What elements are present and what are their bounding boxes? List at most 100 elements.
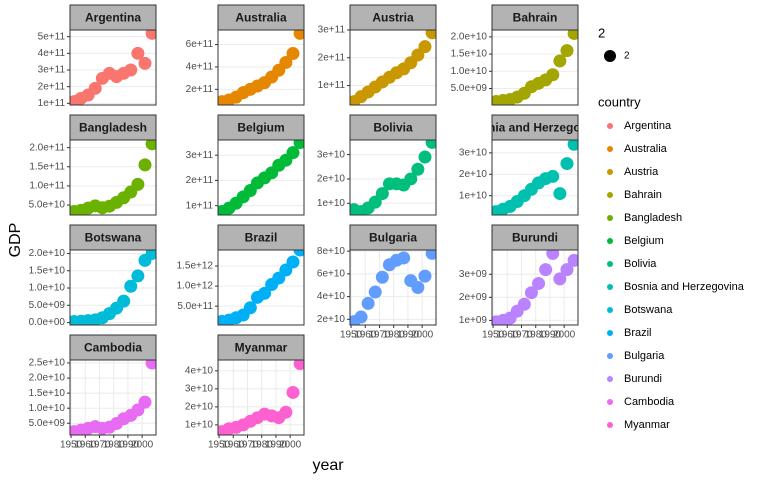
legend-label: Botswana — [624, 304, 673, 316]
x-tick-label: 1970 — [236, 440, 259, 451]
x-tick-label: 1990 — [539, 330, 562, 341]
strip — [69, 4, 157, 31]
strip-title: Cambodia — [84, 341, 142, 355]
x-tick-label: 1970 — [510, 330, 533, 341]
strip-title: Bosnia and Herzegovina — [465, 121, 605, 135]
y-tick-label: 4e+11 — [186, 62, 214, 73]
y-tick-label: 3e+10 — [317, 149, 346, 160]
y-tick-label: 3e+11 — [318, 25, 346, 36]
point — [553, 272, 567, 286]
panel-border — [69, 139, 157, 216]
point — [293, 360, 304, 371]
y-tick-label: 2.0e+10 — [29, 373, 66, 384]
panel-border — [69, 29, 157, 106]
legend-title: country — [598, 94, 641, 109]
legend-key — [607, 353, 613, 359]
y-tick-label: 2.0e+10 — [29, 248, 66, 259]
x-tick-label: 1990 — [117, 440, 140, 451]
legend-label: Australia — [624, 143, 668, 155]
x-tick-label: 1960 — [354, 330, 377, 341]
x-tick-label: 1990 — [265, 440, 288, 451]
point — [560, 157, 574, 171]
strip — [349, 114, 437, 141]
strip-title: Burundi — [512, 231, 558, 245]
point — [286, 47, 300, 61]
legend-label: Bolivia — [624, 258, 657, 270]
y-tick-label: 1.0e+10 — [29, 403, 66, 414]
point — [404, 172, 418, 186]
y-tick-label: 2e+11 — [38, 81, 66, 92]
strip — [217, 4, 305, 31]
x-tick-label: 1950 — [60, 440, 83, 451]
y-tick-label: 5.0e+10 — [29, 200, 66, 211]
legend-key — [607, 169, 613, 175]
y-tick-label: 2.0e+10 — [451, 32, 488, 43]
size-legend-title: 2 — [598, 25, 605, 40]
point — [532, 276, 546, 290]
legend-key — [607, 284, 613, 290]
legend-label: Belgium — [624, 235, 664, 247]
point — [546, 169, 560, 183]
point — [368, 195, 382, 209]
x-tick-label: 2000 — [411, 330, 434, 341]
y-tick-label: 1.5e+11 — [29, 161, 65, 172]
y-tick-label: 1.0e+11 — [29, 181, 65, 192]
point — [539, 263, 553, 277]
x-tick-label: 2000 — [131, 440, 154, 451]
point — [145, 250, 156, 260]
y-tick-label: 2e+10 — [185, 402, 214, 413]
point — [553, 187, 567, 201]
y-tick-label: 5.0e+09 — [451, 83, 488, 94]
y-tick-label: 3e+09 — [459, 269, 488, 280]
strip-title: Brazil — [245, 231, 278, 245]
point — [117, 294, 131, 308]
y-tick-label: 2.5e+10 — [29, 358, 66, 369]
strip-title: Bangladesh — [79, 121, 147, 135]
y-tick-label: 5.0e+09 — [29, 418, 66, 429]
x-tick-label: 2000 — [553, 330, 576, 341]
y-tick-label: 4e+11 — [38, 48, 66, 59]
strip-title: Argentina — [85, 11, 141, 25]
y-tick-label: 1e+10 — [459, 190, 488, 201]
y-tick-label: 1e+11 — [186, 200, 214, 211]
legend-label: Burundi — [624, 373, 662, 385]
x-tick-label: 1980 — [103, 440, 126, 451]
y-tick-label: 1.5e+10 — [29, 265, 66, 276]
x-tick-label: 1970 — [368, 330, 391, 341]
point — [361, 296, 375, 310]
panel-border — [491, 249, 579, 326]
panel-border — [217, 29, 305, 106]
x-axis-title: year — [312, 457, 344, 474]
panel-border — [349, 249, 437, 326]
strip-title: Bahrain — [513, 11, 558, 25]
panel-border — [491, 139, 579, 216]
legend-label: Cambodia — [624, 396, 675, 408]
y-tick-label: 2e+09 — [459, 292, 488, 303]
point — [418, 40, 432, 54]
legend-key — [607, 422, 613, 428]
strip — [349, 224, 437, 251]
y-tick-label: 8e+10 — [317, 246, 346, 257]
strip-title: Bulgaria — [369, 231, 417, 245]
point — [567, 140, 578, 151]
x-tick-label: 1980 — [251, 440, 274, 451]
panel-border — [217, 249, 305, 326]
y-tick-label: 5.0e+11 — [177, 301, 213, 312]
y-tick-label: 1e+11 — [318, 80, 346, 91]
legend-key — [607, 123, 613, 129]
legend-label: Austria — [624, 166, 659, 178]
strip — [217, 334, 305, 361]
legend-key — [607, 238, 613, 244]
y-tick-label: 2.0e+11 — [29, 142, 65, 153]
y-tick-label: 1.5e+12 — [177, 261, 214, 272]
strip — [491, 4, 579, 31]
legend-label: Myanmar — [624, 419, 670, 431]
point — [425, 30, 436, 40]
legend-key — [607, 215, 613, 221]
y-tick-label: 6e+11 — [186, 39, 214, 50]
point — [279, 405, 293, 419]
strip-title: Myanmar — [235, 341, 288, 355]
x-tick-label: 1970 — [88, 440, 111, 451]
legend-key — [607, 261, 613, 267]
point — [368, 285, 382, 299]
